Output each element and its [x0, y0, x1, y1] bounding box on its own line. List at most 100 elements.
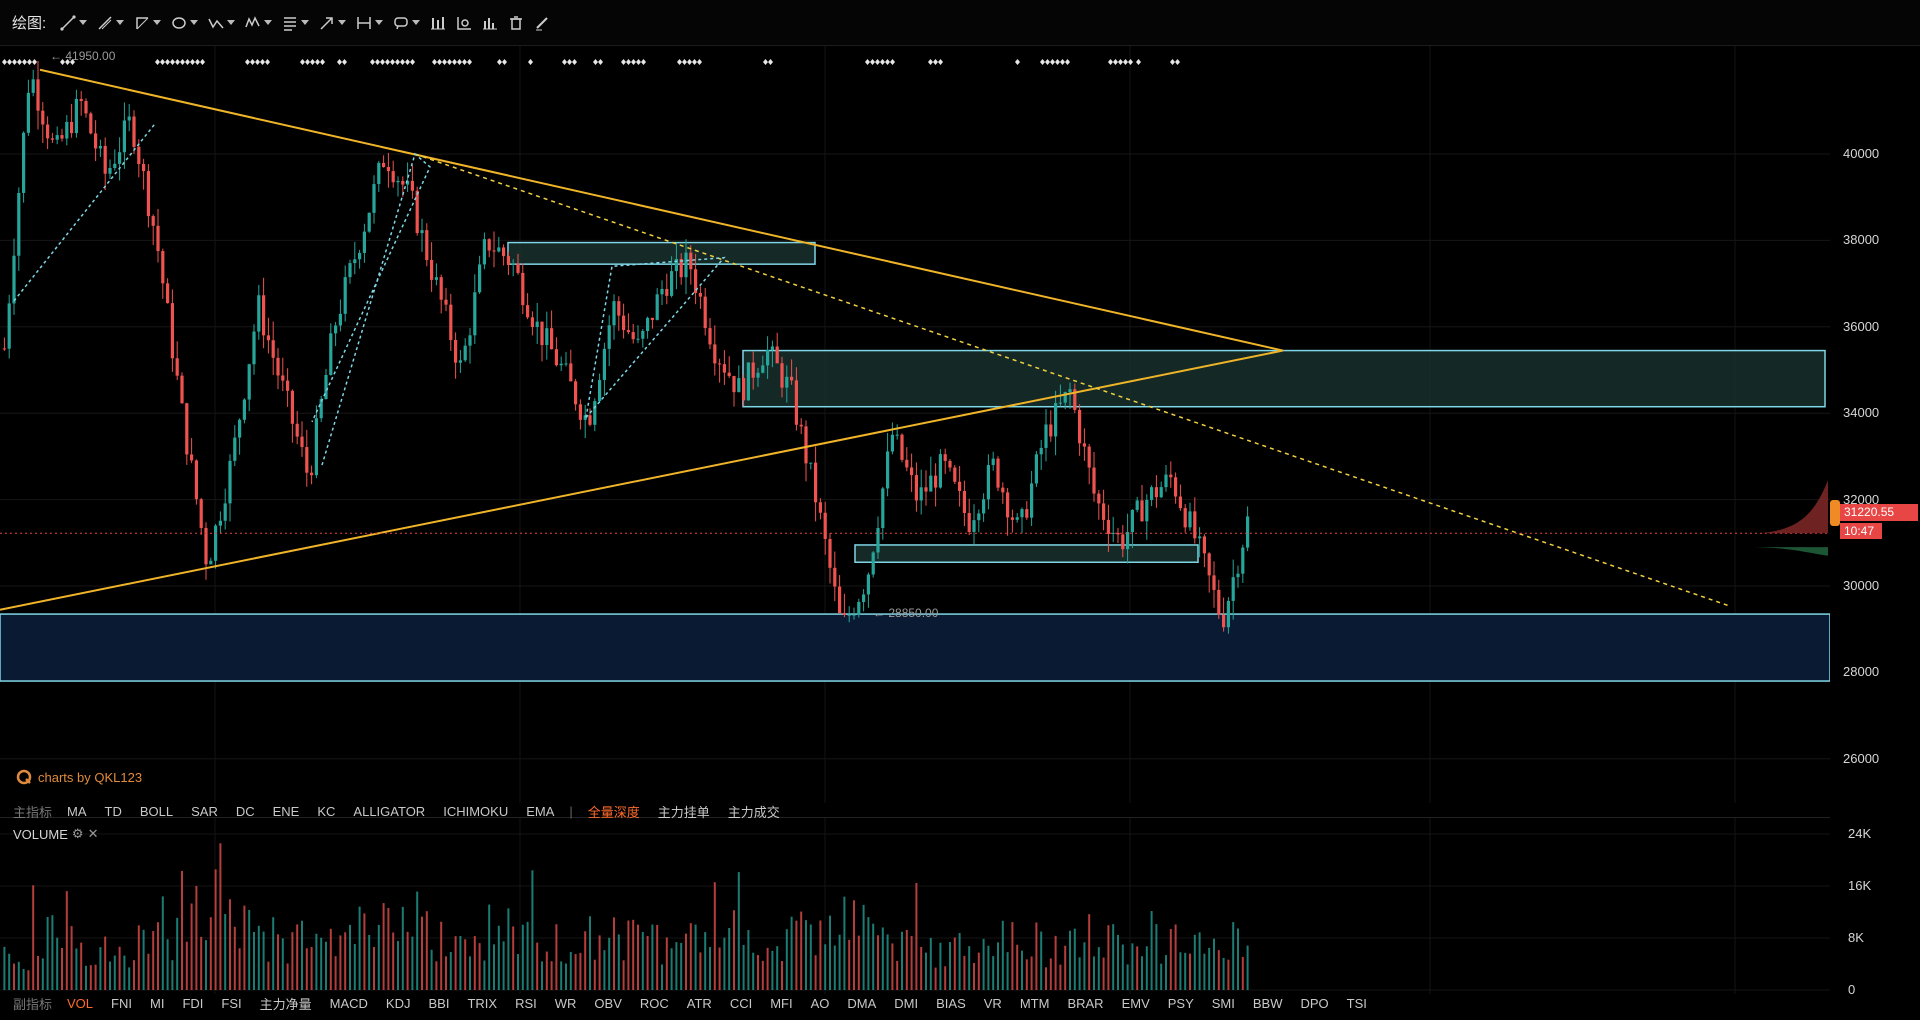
main-extra-item[interactable]: 主力挂单: [657, 804, 710, 820]
histogram-tool-button[interactable]: [482, 15, 498, 31]
volume-bar: [1025, 959, 1028, 990]
volume-chart[interactable]: [0, 818, 1830, 994]
sub-indicator-item[interactable]: FNI: [111, 995, 132, 1011]
event-markers[interactable]: [2, 59, 1180, 65]
sub-indicator-item[interactable]: VOL: [67, 995, 94, 1011]
price-chart[interactable]: [0, 46, 1830, 803]
chevron-down-icon[interactable]: [375, 20, 384, 25]
volume-bar: [617, 934, 620, 990]
gear-icon[interactable]: ⚙: [71, 826, 84, 841]
main-indicator-sar[interactable]: SAR: [191, 803, 218, 819]
sub-indicator-item[interactable]: MTM: [1019, 995, 1050, 1011]
sub-indicator-item[interactable]: SMI: [1211, 995, 1235, 1011]
main-indicator-ichimoku[interactable]: ICHIMOKU: [443, 803, 509, 819]
sub-indicator-item[interactable]: KDJ: [385, 995, 411, 1011]
sub-indicator-item[interactable]: MFI: [770, 995, 793, 1011]
volume-bar: [488, 904, 491, 990]
sub-indicator-item[interactable]: ATR: [686, 995, 712, 1011]
resistance-zone[interactable]: [742, 349, 1826, 408]
sub-indicator-item[interactable]: TSI: [1346, 995, 1367, 1011]
candle-body: [780, 363, 784, 388]
chevron-down-icon[interactable]: [412, 20, 421, 25]
sub-indicator-item[interactable]: FDI: [182, 995, 204, 1011]
trash-tool-button[interactable]: [508, 15, 524, 31]
channel-tool-button[interactable]: [134, 15, 162, 31]
candle-body: [799, 424, 803, 427]
main-extra-item[interactable]: 全量深度: [587, 804, 640, 820]
sub-indicator-item[interactable]: MI: [149, 995, 165, 1011]
fibonacci-tool-button[interactable]: [282, 15, 310, 31]
sub-indicator-item[interactable]: FSI: [221, 995, 242, 1011]
sub-indicator-item[interactable]: RSI: [515, 995, 537, 1011]
trend-line-tool-button[interactable]: [60, 14, 88, 31]
close-icon[interactable]: ✕: [87, 826, 99, 841]
volume-bar: [905, 929, 908, 990]
chevron-down-icon[interactable]: [264, 20, 273, 25]
chevron-down-icon[interactable]: [79, 20, 88, 25]
chevron-down-icon[interactable]: [190, 20, 199, 25]
sub-indicator-item[interactable]: BBW: [1252, 995, 1283, 1011]
chevron-down-icon[interactable]: [227, 20, 236, 25]
sub-indicator-item[interactable]: EMV: [1121, 995, 1150, 1011]
elliott-wave-tool-button[interactable]: [245, 15, 273, 31]
sub-indicator-item[interactable]: DMA: [847, 995, 877, 1011]
sub-indicator-item[interactable]: ROC: [639, 995, 669, 1011]
volume-bar: [872, 923, 875, 990]
candle-body: [761, 365, 765, 373]
pattern-tool-button[interactable]: [208, 15, 236, 31]
elliott-wave-icon: [245, 15, 260, 27]
candle-body: [122, 120, 126, 153]
bar-chart-tool-button[interactable]: [430, 15, 446, 31]
volume-bar: [339, 935, 342, 990]
sub-indicator-item[interactable]: VR: [983, 995, 1002, 1011]
volume-bar: [152, 931, 155, 990]
volume-bar: [699, 952, 702, 990]
chevron-down-icon[interactable]: [338, 20, 347, 25]
candle-body: [458, 360, 462, 363]
main-indicator-alligator[interactable]: ALLIGATOR: [353, 803, 426, 819]
main-indicator-td[interactable]: TD: [104, 803, 122, 819]
chevron-down-icon[interactable]: [301, 20, 310, 25]
main-indicator-dc[interactable]: DC: [235, 803, 255, 819]
chevron-down-icon[interactable]: [116, 20, 125, 25]
mid-zone[interactable]: [854, 544, 1199, 563]
sub-indicator-item[interactable]: TRIX: [467, 995, 498, 1011]
sub-indicator-item[interactable]: BBI: [428, 995, 450, 1011]
pattern-lines[interactable]: [13, 123, 726, 466]
ellipse-tool-button[interactable]: [171, 15, 199, 31]
volume-bar: [761, 960, 764, 990]
trendlines[interactable]: [0, 68, 1729, 611]
sub-indicator-item[interactable]: OBV: [594, 995, 622, 1011]
comment-tool-button[interactable]: [393, 15, 421, 31]
sub-indicator-item[interactable]: AO: [810, 995, 830, 1011]
main-extra-item[interactable]: 主力成交: [727, 804, 780, 820]
arrow-tool-button[interactable]: [319, 15, 347, 31]
sub-indicator-item[interactable]: DMI: [894, 995, 919, 1011]
indicator-chart-tool-button[interactable]: [456, 15, 472, 31]
panel-divider: [0, 817, 1830, 818]
volume-bar: [1141, 956, 1143, 990]
sub-indicator-item[interactable]: CCI: [729, 995, 753, 1011]
volume-bar: [728, 927, 731, 990]
sub-indicator-item[interactable]: BIAS: [936, 995, 966, 1011]
sub-indicator-item[interactable]: PSY: [1167, 995, 1194, 1011]
measure-tool-button[interactable]: [356, 15, 384, 31]
sub-indicator-item[interactable]: 主力净量: [259, 996, 312, 1012]
main-indicator-kc[interactable]: KC: [317, 803, 336, 819]
sub-indicator-item[interactable]: BRAR: [1067, 995, 1104, 1011]
main-indicator-ma[interactable]: MA: [67, 803, 87, 819]
chevron-down-icon[interactable]: [153, 20, 162, 25]
sub-indicator-item[interactable]: DPO: [1300, 995, 1329, 1011]
ray-line-tool-button[interactable]: [97, 15, 125, 31]
support-zone[interactable]: [0, 613, 1830, 682]
sub-indicator-item[interactable]: WR: [554, 995, 577, 1011]
pencil-tool-button[interactable]: [534, 15, 550, 31]
main-indicator-ema[interactable]: EMA: [526, 803, 555, 819]
top-zone[interactable]: [507, 241, 816, 265]
sub-indicator-item[interactable]: MACD: [329, 995, 368, 1011]
candle-body: [348, 263, 352, 278]
volume-bar: [411, 936, 414, 990]
price-marker-handle[interactable]: [1830, 500, 1840, 526]
main-indicator-boll[interactable]: BOLL: [139, 803, 174, 819]
main-indicator-ene[interactable]: ENE: [272, 803, 300, 819]
